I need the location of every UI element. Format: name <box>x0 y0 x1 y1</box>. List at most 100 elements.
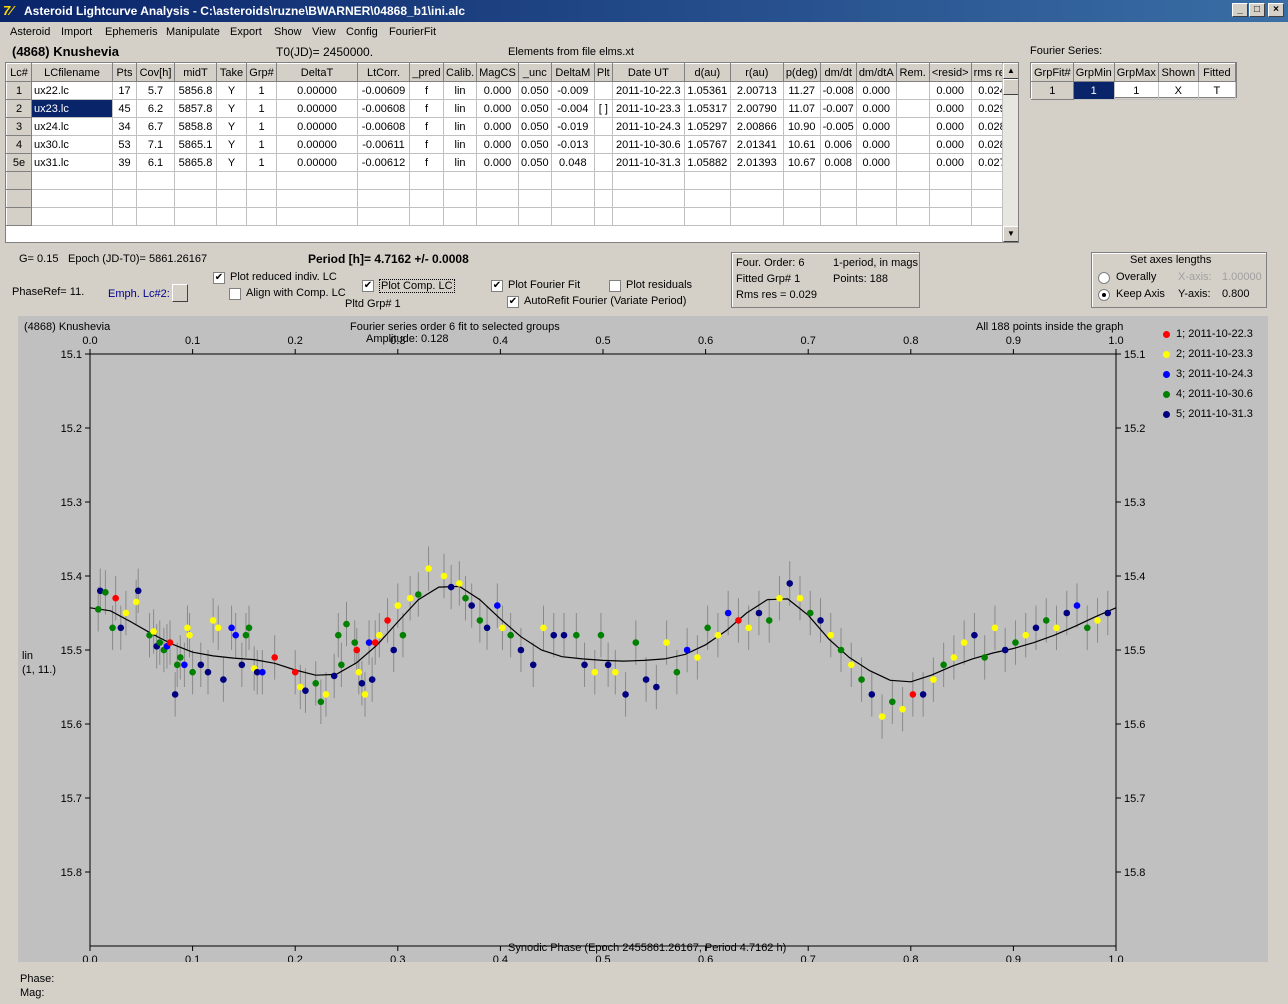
table-cell-empty[interactable] <box>409 189 444 208</box>
table-cell[interactable]: -0.019 <box>550 117 595 136</box>
table-cell[interactable]: 2.00866 <box>729 117 784 136</box>
table-cell-empty[interactable] <box>6 171 32 190</box>
table-cell[interactable]: 2.00790 <box>729 99 784 118</box>
table-cell-empty[interactable] <box>895 207 930 226</box>
table-cell-empty[interactable] <box>855 207 897 226</box>
table-cell-empty[interactable] <box>611 171 685 190</box>
table-cell[interactable]: 1 <box>246 135 277 154</box>
column-header-8[interactable]: LtCorr. <box>357 63 410 82</box>
table-cell-empty[interactable] <box>476 171 519 190</box>
table-cell-empty[interactable] <box>31 171 113 190</box>
table-cell[interactable]: -0.005 <box>819 117 857 136</box>
align-checkbox[interactable] <box>229 288 241 300</box>
column-header-15[interactable]: Date UT <box>611 63 685 82</box>
table-cell[interactable]: 1 <box>246 99 277 118</box>
column-header-13[interactable]: DeltaM <box>550 63 595 82</box>
table-cell-empty[interactable] <box>895 189 930 208</box>
table-cell[interactable]: 0.000 <box>928 81 972 100</box>
table-cell[interactable]: 34 <box>112 117 137 136</box>
table-cell[interactable]: 0.050 <box>517 135 552 154</box>
table-cell-empty[interactable] <box>782 189 821 208</box>
table-cell-empty[interactable] <box>517 207 552 226</box>
table-cell-empty[interactable] <box>6 207 32 226</box>
table-cell[interactable]: 0.000 <box>928 153 972 172</box>
table-cell[interactable]: Y <box>216 117 247 136</box>
table-cell-empty[interactable] <box>593 207 613 226</box>
table-cell[interactable] <box>593 81 613 100</box>
plot-fourier-checkbox[interactable]: ✔ <box>491 280 503 292</box>
column-header-16[interactable]: d(au) <box>683 63 731 82</box>
close-button[interactable]: × <box>1268 3 1284 17</box>
table-cell[interactable]: 0.000 <box>476 99 519 118</box>
table-cell-empty[interactable] <box>174 171 217 190</box>
table-cell[interactable]: 0.050 <box>517 153 552 172</box>
table-cell[interactable]: lin <box>442 153 478 172</box>
autorefit-checkbox[interactable]: ✔ <box>507 296 519 308</box>
table-cell[interactable]: 53 <box>112 135 137 154</box>
keep-axis-radio[interactable] <box>1098 289 1110 301</box>
table-cell-empty[interactable] <box>276 189 358 208</box>
table-cell[interactable]: 2011-10-22.3 <box>611 81 685 100</box>
table-cell[interactable]: -0.00609 <box>357 81 410 100</box>
table-row[interactable]: 1 ux22.lc 17 5.7 5856.8 Y 1 0.00000 -0.00609 f lin… <box>6 81 1014 100</box>
table-cell[interactable]: -0.00608 <box>357 117 410 136</box>
fs-col-grpmin[interactable]: GrpMin <box>1072 63 1115 82</box>
table-cell[interactable] <box>895 153 930 172</box>
table-cell[interactable]: 7.1 <box>136 135 175 154</box>
table-cell[interactable]: f <box>409 153 444 172</box>
table-cell[interactable]: ux22.lc <box>31 81 113 100</box>
table-cell[interactable]: 2.00713 <box>729 81 784 100</box>
table-cell-empty[interactable] <box>442 207 478 226</box>
menu-export[interactable]: Export <box>230 26 262 38</box>
table-cell-empty[interactable] <box>729 189 784 208</box>
table-cell[interactable]: 0.00000 <box>276 135 358 154</box>
table-cell[interactable] <box>593 135 613 154</box>
menu-view[interactable]: View <box>312 26 336 38</box>
table-cell-empty[interactable] <box>357 171 410 190</box>
table-cell-empty[interactable] <box>136 189 175 208</box>
table-cell-empty[interactable] <box>550 171 595 190</box>
table-cell[interactable]: 0.000 <box>855 135 897 154</box>
menu-show[interactable]: Show <box>274 26 302 38</box>
table-cell[interactable]: 5e <box>6 153 32 172</box>
column-header-7[interactable]: DeltaT <box>276 63 358 82</box>
table-cell-empty[interactable] <box>216 189 247 208</box>
table-cell-empty[interactable] <box>112 207 137 226</box>
table-cell[interactable]: 17 <box>112 81 137 100</box>
plot-residuals-checkbox[interactable] <box>609 280 621 292</box>
table-cell-empty[interactable] <box>409 171 444 190</box>
column-header-18[interactable]: p(deg) <box>782 63 821 82</box>
table-cell-empty[interactable] <box>593 171 613 190</box>
table-cell-empty[interactable] <box>683 189 731 208</box>
table-cell-empty[interactable] <box>246 171 277 190</box>
y-axis-value[interactable]: 0.800 <box>1222 288 1250 300</box>
plot-comp-checkbox[interactable]: ✔ <box>362 280 374 292</box>
table-cell-empty[interactable] <box>31 207 113 226</box>
table-cell[interactable]: -0.013 <box>550 135 595 154</box>
column-header-2[interactable]: Pts <box>112 63 137 82</box>
table-cell[interactable]: f <box>409 81 444 100</box>
table-row[interactable]: 2 ux23.lc 45 6.2 5857.8 Y 1 0.00000 -0.00608 f lin… <box>6 99 1014 118</box>
table-cell[interactable]: -0.008 <box>819 81 857 100</box>
table-row-empty[interactable] <box>6 189 1014 208</box>
table-cell-empty[interactable] <box>112 171 137 190</box>
table-cell-empty[interactable] <box>683 171 731 190</box>
table-cell-empty[interactable] <box>928 171 972 190</box>
column-header-20[interactable]: dm/dtA <box>855 63 897 82</box>
column-header-10[interactable]: Calib. <box>442 63 478 82</box>
table-cell-empty[interactable] <box>819 189 857 208</box>
table-cell[interactable]: lin <box>442 99 478 118</box>
emph-spinner[interactable] <box>172 284 188 302</box>
table-cell-empty[interactable] <box>476 207 519 226</box>
column-header-5[interactable]: Take <box>216 63 247 82</box>
table-cell-empty[interactable] <box>729 207 784 226</box>
lightcurve-chart[interactable]: 0.0 0.0 0.1 0.1 0.2 0.2 0.3 0.3 0.4 0.4 0.5 0.5 0.6 0… <box>18 316 1268 962</box>
table-cell-empty[interactable] <box>729 171 784 190</box>
table-cell[interactable]: 2 <box>6 99 32 118</box>
table-cell[interactable]: 6.2 <box>136 99 175 118</box>
table-cell-empty[interactable] <box>216 207 247 226</box>
table-cell[interactable]: 11.27 <box>782 81 821 100</box>
table-cell[interactable]: [ ] <box>593 99 613 118</box>
table-cell[interactable]: 1 <box>246 81 277 100</box>
fs-cell-grpmin[interactable]: 1 <box>1072 81 1115 100</box>
